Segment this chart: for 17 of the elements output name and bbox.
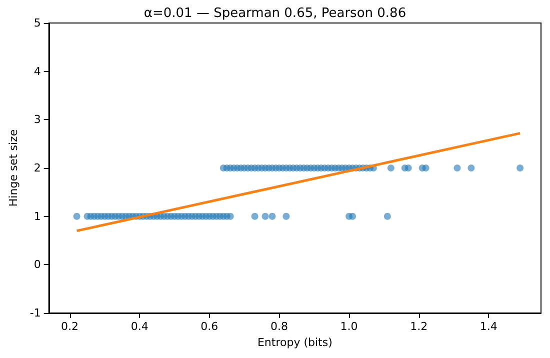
y-axis-title: Hinge set size bbox=[7, 129, 20, 207]
x-tick-label: 0.2 bbox=[61, 320, 79, 333]
x-tick-label: 1.4 bbox=[480, 320, 498, 333]
y-tick-label: 5 bbox=[34, 16, 41, 30]
x-tick-label: 0.6 bbox=[200, 320, 218, 333]
chart-title: α=0.01 — Spearman 0.65, Pearson 0.86 bbox=[144, 6, 406, 21]
x-axis-title: Entropy (bits) bbox=[257, 336, 332, 349]
y-tick-label: -1 bbox=[30, 306, 41, 320]
y-tick-label: 1 bbox=[34, 210, 41, 223]
x-tick-label: 1.2 bbox=[410, 320, 428, 333]
x-tick-label: 1.0 bbox=[340, 320, 358, 333]
y-tick-label: 4 bbox=[34, 64, 41, 78]
x-tick-label: 0.8 bbox=[270, 320, 288, 333]
x-tick-label: 0.4 bbox=[130, 320, 148, 333]
y-tick-label: 0 bbox=[34, 258, 41, 272]
y-tick-label: 3 bbox=[34, 113, 41, 126]
y-tick-label: 2 bbox=[34, 162, 41, 174]
